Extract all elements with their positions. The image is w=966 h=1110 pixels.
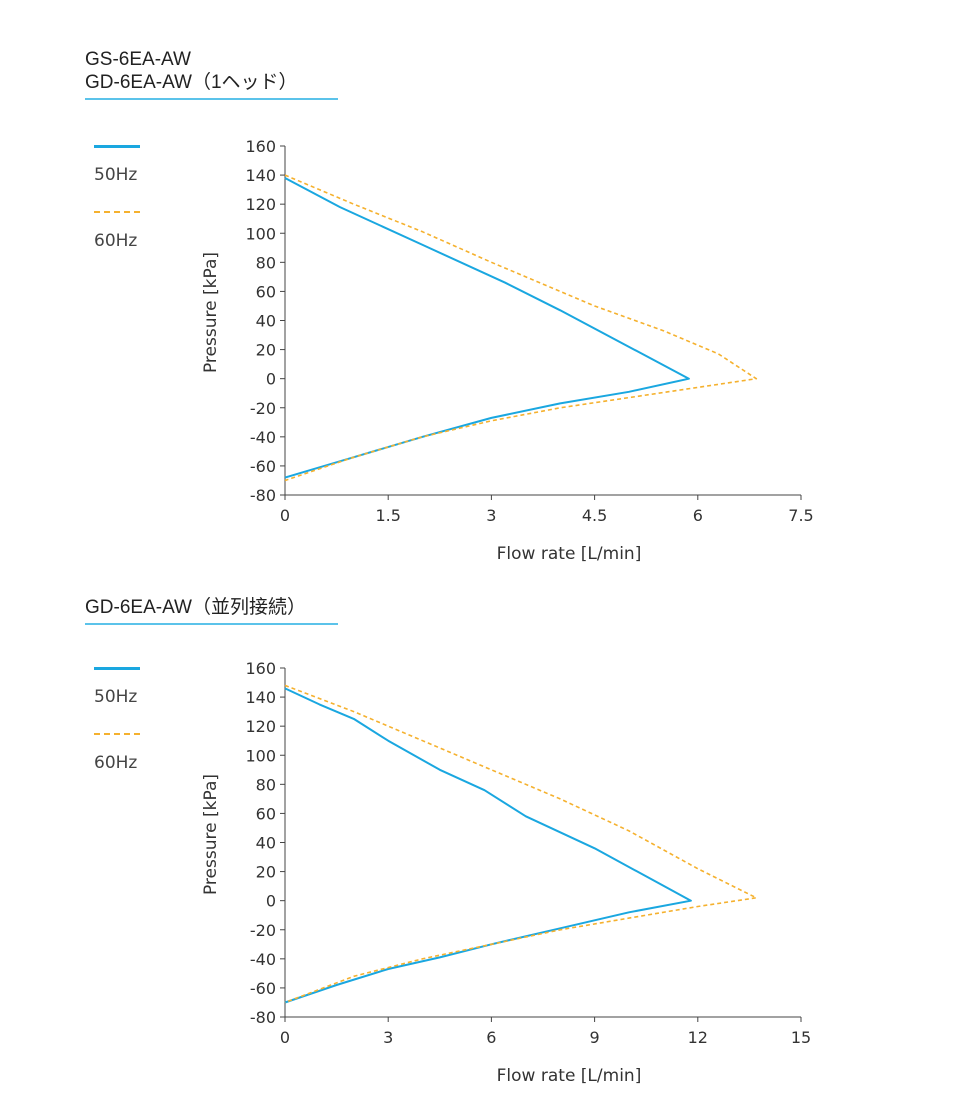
x-tick-label: 3: [486, 506, 496, 525]
y-tick-label: 120: [245, 195, 276, 214]
legend-label-50hz: 50Hz: [94, 687, 138, 707]
x-tick-label: 0: [280, 506, 290, 525]
y-axis-label: Pressure [kPa]: [201, 774, 221, 895]
legend-line-50hz: [94, 667, 140, 670]
y-tick-label: 100: [245, 746, 276, 765]
y-tick-label: 60: [256, 804, 276, 823]
y-tick-label: 20: [256, 863, 276, 882]
y-tick-label: 160: [245, 659, 276, 678]
y-tick-label: -40: [250, 950, 276, 969]
y-tick-label: 0: [266, 370, 276, 389]
legend-line-50hz: [94, 145, 140, 148]
x-tick-label: 7.5: [788, 506, 813, 525]
series-line-60hz: [284, 684, 758, 1004]
legend-label-60hz: 60Hz: [94, 231, 138, 251]
y-tick-label: -80: [250, 486, 276, 505]
x-tick-label: 12: [688, 1028, 708, 1047]
y-tick-label: -40: [250, 428, 276, 447]
x-tick-label: 1.5: [375, 506, 400, 525]
y-tick-label: -20: [250, 399, 276, 418]
y-tick-label: -80: [250, 1008, 276, 1027]
y-tick-label: -20: [250, 921, 276, 940]
y-tick-label: 80: [256, 253, 276, 272]
chart2-title-line-1: GD-6EA-AW（並列接続）: [85, 597, 306, 618]
x-tick-label: 3: [383, 1028, 393, 1047]
y-tick-label: 0: [266, 892, 276, 911]
y-tick-label: 100: [245, 224, 276, 243]
x-tick-label: 9: [590, 1028, 600, 1047]
series-line-50hz: [284, 177, 690, 479]
legend-label-50hz: 50Hz: [94, 165, 138, 185]
x-tick-label: 0: [280, 1028, 290, 1047]
legend-line-60hz: [94, 211, 140, 213]
y-tick-label: 60: [256, 282, 276, 301]
x-tick-label: 15: [791, 1028, 811, 1047]
chart2-title-underline: [85, 623, 338, 625]
y-tick-label: -60: [250, 457, 276, 476]
chart1-title-block: GS-6EA-AW GD-6EA-AW（1ヘッド）: [85, 48, 338, 100]
legend-line-60hz: [94, 733, 140, 735]
y-axis-label: Pressure [kPa]: [201, 252, 221, 373]
chart1-title-line-2: GD-6EA-AW（1ヘッド）: [85, 72, 298, 93]
y-tick-label: 140: [245, 166, 276, 185]
x-tick-label: 6: [486, 1028, 496, 1047]
series-line-60hz: [284, 174, 758, 482]
chart1-title-line-1: GS-6EA-AW: [85, 49, 191, 70]
y-tick-label: 80: [256, 775, 276, 794]
x-tick-label: 6: [693, 506, 703, 525]
y-tick-label: 40: [256, 834, 276, 853]
chart1-title-underline: [85, 98, 338, 100]
x-axis-label: Flow rate [L/min]: [497, 544, 642, 564]
legend-label-60hz: 60Hz: [94, 753, 138, 773]
y-tick-label: 120: [245, 717, 276, 736]
chart2-title-block: GD-6EA-AW（並列接続）: [85, 596, 338, 625]
x-axis-label: Flow rate [L/min]: [497, 1066, 642, 1086]
y-tick-label: -60: [250, 979, 276, 998]
y-tick-label: 40: [256, 312, 276, 331]
y-tick-label: 20: [256, 341, 276, 360]
y-tick-label: 140: [245, 688, 276, 707]
x-tick-label: 4.5: [582, 506, 607, 525]
y-tick-label: 160: [245, 137, 276, 156]
series-line-50hz: [284, 687, 692, 1004]
